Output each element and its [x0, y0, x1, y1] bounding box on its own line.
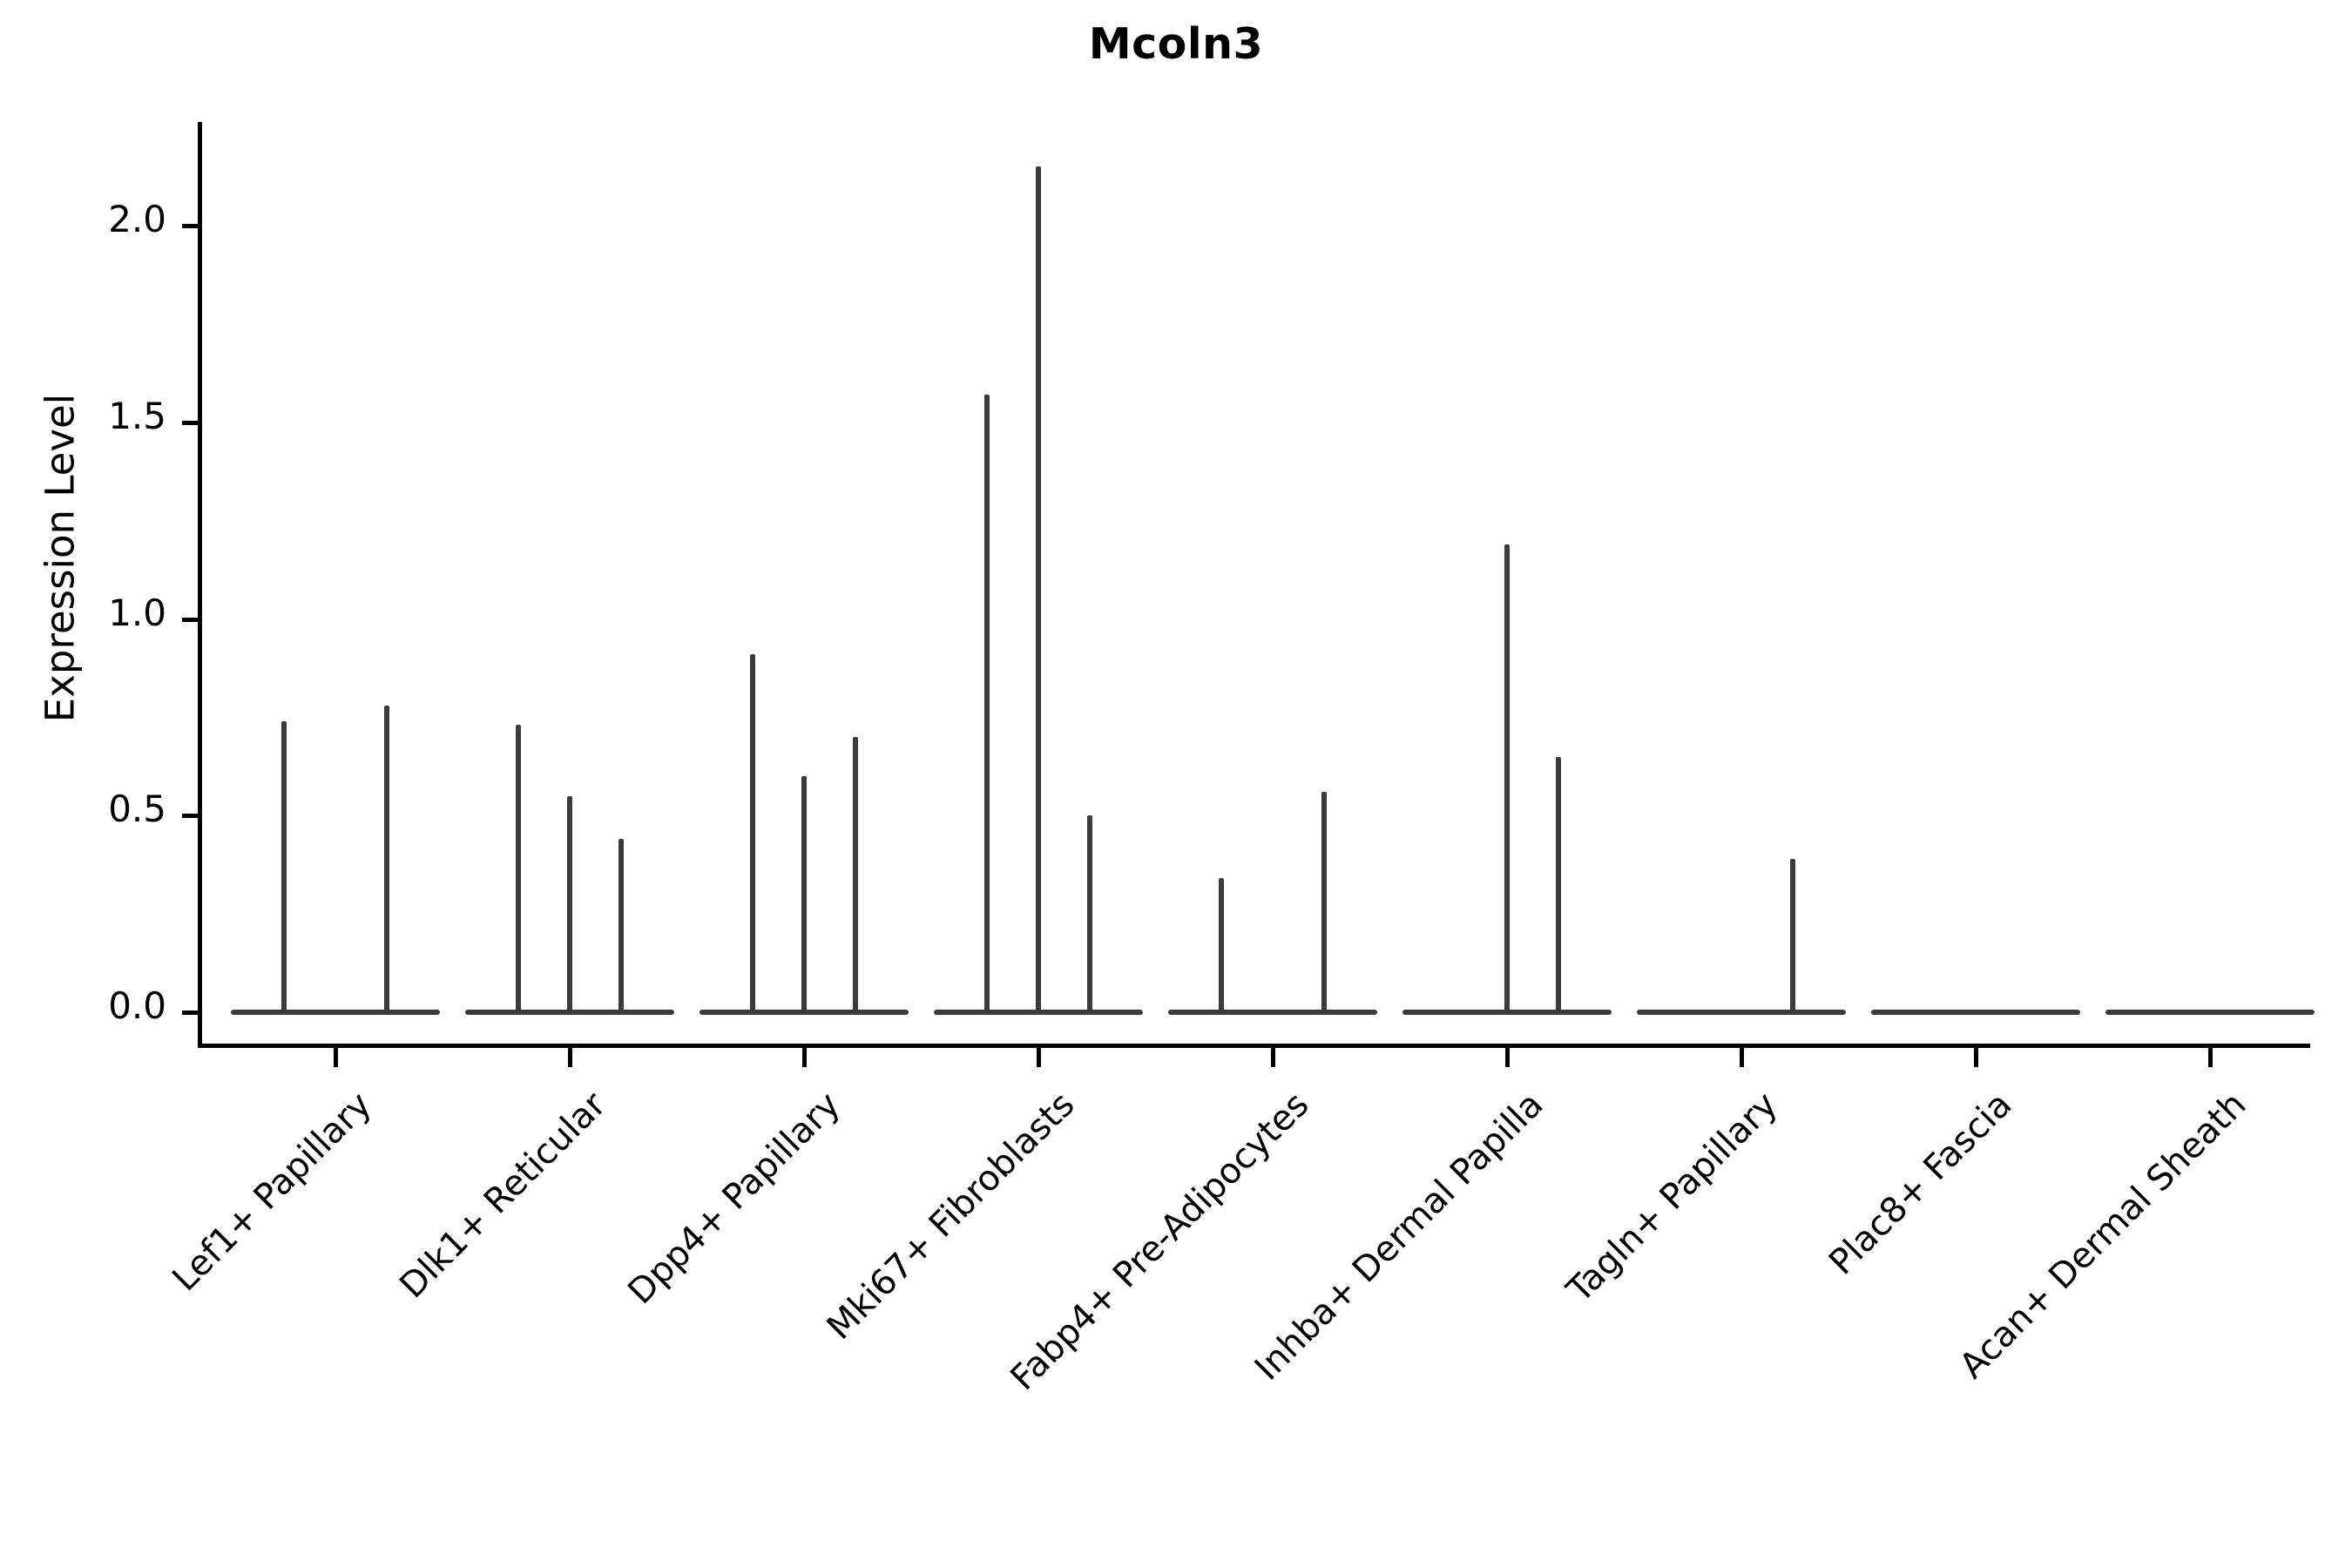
- y-tick-label: 1.5: [108, 394, 166, 437]
- violin-baseline: [700, 1010, 909, 1015]
- violin-spike: [618, 839, 625, 1012]
- x-tick-label: Plac8+ Fascia: [1821, 1085, 2020, 1283]
- x-tick: [802, 1048, 807, 1067]
- violin-spike: [1504, 544, 1510, 1012]
- violin-baseline: [465, 1010, 674, 1015]
- violin-spike: [1218, 878, 1224, 1012]
- y-axis-spine: [198, 122, 202, 1045]
- violin-spike: [280, 720, 287, 1012]
- violin-spike: [1556, 756, 1562, 1012]
- x-tick: [1037, 1048, 1041, 1067]
- y-tick-label: 0.5: [108, 787, 166, 831]
- violin-spike: [853, 736, 859, 1012]
- violin-baseline: [1637, 1010, 1846, 1015]
- x-tick: [1505, 1048, 1510, 1067]
- x-tick-label: Tagln+ Papillary: [1559, 1085, 1786, 1311]
- x-tick-label: Inhba+ Dermal Papilla: [1247, 1085, 1551, 1389]
- violin-spike: [515, 725, 521, 1012]
- y-tick: [182, 814, 198, 819]
- x-tick: [568, 1048, 572, 1067]
- y-tick: [182, 224, 198, 228]
- y-tick-label: 0.0: [108, 984, 166, 1027]
- x-tick: [1974, 1048, 1978, 1067]
- violin-spike: [1790, 858, 1796, 1012]
- x-tick: [334, 1048, 338, 1067]
- violin-baseline: [934, 1010, 1143, 1015]
- violin-baseline: [1168, 1010, 1377, 1015]
- y-tick-label: 1.0: [108, 591, 166, 634]
- violin-spike: [749, 654, 755, 1012]
- x-tick: [1740, 1048, 1744, 1067]
- violin-spike: [983, 395, 990, 1012]
- violin-baseline: [2105, 1010, 2315, 1015]
- x-tick-label: Fabp4+ Pre-Adipocytes: [1003, 1085, 1317, 1399]
- x-tick-label: Lef1+ Papillary: [165, 1085, 380, 1300]
- x-tick-label: Dpp4+ Papillary: [620, 1085, 848, 1313]
- x-tick-label: Dlk1+ Reticular: [392, 1085, 614, 1307]
- x-axis-spine: [198, 1044, 2310, 1048]
- violin-spike: [1087, 815, 1093, 1012]
- y-tick: [182, 617, 198, 622]
- violin-spike: [801, 776, 807, 1012]
- x-tick: [2208, 1048, 2213, 1067]
- violin-spike: [1036, 166, 1041, 1012]
- y-axis-label: Expression Level: [37, 393, 84, 723]
- violin-spike: [1321, 792, 1328, 1012]
- x-tick-label: Acan+ Dermal Sheath: [1951, 1085, 2254, 1387]
- violin-spike: [567, 795, 572, 1012]
- x-tick-label: Mki67+ Fibroblasts: [819, 1085, 1083, 1348]
- violin-baseline: [231, 1010, 440, 1015]
- violin-baseline: [1402, 1010, 1612, 1015]
- y-tick: [182, 1010, 198, 1015]
- y-tick: [182, 420, 198, 425]
- x-tick: [1271, 1048, 1275, 1067]
- violin-spike: [384, 705, 390, 1012]
- page-title: Mcoln3: [1088, 19, 1264, 69]
- y-tick-label: 2.0: [108, 198, 166, 240]
- violin-baseline: [1871, 1010, 2080, 1015]
